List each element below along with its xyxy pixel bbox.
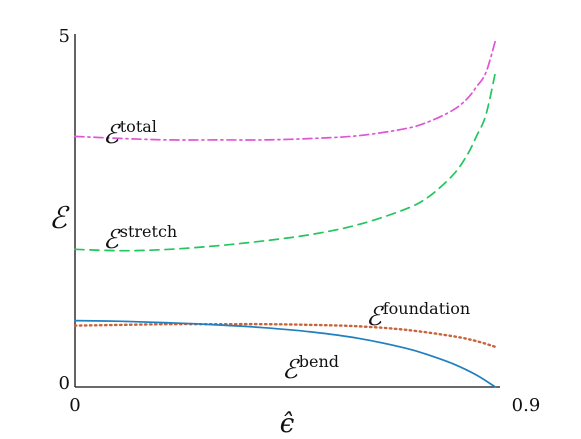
curve-label-foundation: ℰfoundation <box>366 299 470 332</box>
axes: 5 00 0.9 ℰϵ̂ <box>49 26 540 439</box>
curve-label-bend: ℰbend <box>282 352 339 385</box>
y-axis-label: ℰ <box>49 201 70 236</box>
y-tick-label: 5 <box>59 26 70 47</box>
x-axis-label: ϵ̂ <box>280 409 295 439</box>
curve-label-total: ℰtotal <box>103 117 157 150</box>
curve-labels: ℰtotal ℰstretch ℰfoundation ℰbend <box>103 117 470 385</box>
curves <box>73 40 497 388</box>
series-line-stretch <box>74 71 497 252</box>
series-line-bend <box>74 319 497 388</box>
series-line-total <box>74 40 497 141</box>
y-tick-label: 0 <box>59 373 70 394</box>
x-tick-label: 0.9 <box>512 395 541 416</box>
curve-label-stretch: ℰstretch <box>103 222 177 255</box>
x-tick-label: 0 <box>69 395 80 416</box>
series-line-foundation <box>73 322 497 348</box>
